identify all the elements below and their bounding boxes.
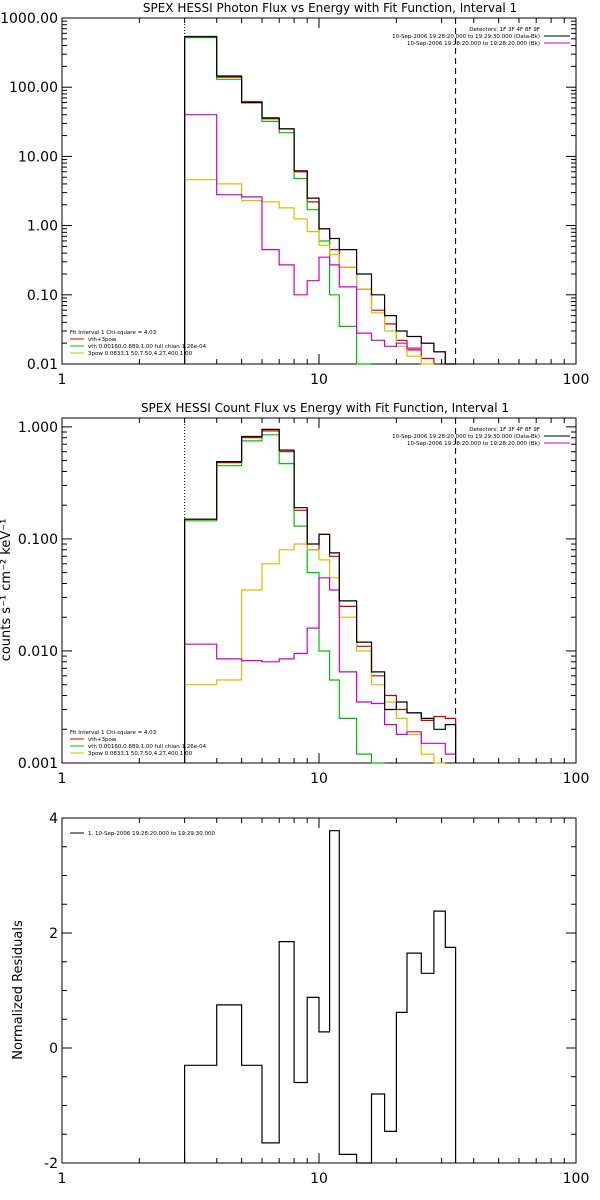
count-flux-y-ticks: 1.000 0.100 0.010 0.001: [18, 420, 576, 772]
count-flux-y-tick-label: 0.100: [18, 532, 58, 548]
count-flux-bk-interval-text: 10-Sep-2006 19:28:20.000 to 19:28:20.000…: [407, 441, 540, 447]
count-flux-series-3: [184, 577, 457, 763]
residuals-x-ticks: 1 10 100: [58, 818, 590, 1187]
photon-flux-x-tick-label: 10: [310, 372, 328, 388]
count-flux-legend-vth: vth 0.00160,0.889,1.00 full chian 1.26e-…: [88, 744, 207, 750]
residuals-x-tick-label: 100: [563, 1171, 590, 1187]
photon-flux-detectors-text: Detectors: 1F 3F 4F 8F 9F: [469, 27, 540, 33]
photon-flux-legend: Fit Interval 1 Chi-square = 4.03 vth+3po…: [70, 330, 207, 357]
photon-flux-y-tick-label: 10.00: [18, 149, 58, 165]
residuals-panel: Normalized Residuals 1 10 100 4 2 0 -2 1. 10-…: [11, 811, 589, 1187]
count-flux-series: [184, 428, 457, 764]
photon-flux-series-4: [184, 35, 456, 365]
photon-flux-bk-interval-text: 10-Sep-2006 19:28:20.000 to 19:28:20.000…: [407, 41, 540, 47]
count-flux-x-tick-label: 10: [310, 771, 328, 787]
count-flux-fit-text: Fit Interval 1 Chi-square = 4.03: [70, 730, 157, 736]
count-flux-energy-markers: [184, 418, 457, 763]
photon-flux-y-tick-label: 0.01: [27, 357, 58, 373]
residuals-series: [184, 830, 457, 1164]
count-flux-y-tick-label: 0.010: [18, 644, 58, 660]
residuals-plot-frame: [61, 817, 577, 1164]
count-flux-panel: SPEX HESSI Count Flux vs Energy with Fit…: [0, 401, 589, 787]
photon-flux-y-tick-label: 0.10: [27, 288, 58, 304]
photon-flux-x-tick-label: 1: [58, 372, 67, 388]
count-flux-legend-total: vth+3pow: [88, 737, 117, 743]
residuals-y-tick-label: -2: [44, 1156, 58, 1172]
count-flux-x-tick-label: 1: [58, 771, 67, 787]
residuals-y-ticks: 4 2 0 -2: [44, 811, 576, 1172]
count-flux-legend-3pow: 3pow 0.0833,1.50,7.50,4.27,400,1.00: [88, 751, 193, 757]
count-flux-detectors-text: Detectors: 1F 3F 4F 8F 9F: [469, 427, 540, 433]
residuals-x-tick-label: 10: [310, 1171, 328, 1187]
count-flux-x-tick-label: 100: [563, 771, 590, 787]
photon-flux-y-tick-label: 100.00: [9, 80, 58, 96]
residuals-y-tick-label: 4: [49, 811, 58, 827]
count-flux-y-tick-label: 0.001: [18, 756, 58, 772]
photon-flux-x-ticks: 1 10 100: [58, 18, 590, 388]
photon-flux-series-0: [184, 36, 435, 364]
photon-flux-series-2: [184, 179, 434, 365]
count-flux-header: Detectors: 1F 3F 4F 8F 9F 10-Sep-2006 19…: [392, 427, 570, 447]
residuals-legend-text: 1. 10-Sep-2006 19:28:20.000 to 19:29:30.…: [88, 831, 215, 837]
photon-flux-legend-3pow: 3pow 0.0833,1.50,7.50,4.27,400,1.00: [88, 351, 193, 357]
photon-flux-series-1: [184, 37, 372, 365]
photon-flux-plot-frame: [61, 17, 577, 365]
photon-flux-data-interval-text: 10-Sep-2006 19:28:20.000 to 19:29:30.000…: [392, 34, 540, 40]
count-flux-legend: Fit Interval 1 Chi-square = 4.03 vth+3po…: [70, 730, 207, 757]
photon-flux-y-tick-label: 1000.00: [0, 11, 58, 27]
count-flux-y-label: counts s⁻¹ cm⁻² keV⁻¹: [0, 519, 14, 662]
photon-flux-y-tick-label: 1.00: [27, 219, 58, 235]
photon-flux-header: Detectors: 1F 3F 4F 8F 9F 10-Sep-2006 19…: [392, 27, 570, 47]
photon-flux-series-3: [184, 114, 456, 365]
photon-flux-y-ticks: 1000.00 100.00 10.00 1.00 0.10 0.01: [0, 11, 576, 373]
photon-flux-x-tick-label: 100: [563, 372, 590, 388]
photon-flux-title: SPEX HESSI Photon Flux vs Energy with Fi…: [143, 1, 517, 15]
photon-flux-panel: SPEX HESSI Photon Flux vs Energy with Fi…: [0, 1, 589, 388]
residuals-y-tick-label: 2: [49, 926, 58, 942]
count-flux-data-interval-text: 10-Sep-2006 19:28:20.000 to 19:29:30.000…: [392, 434, 540, 440]
count-flux-series-4: [184, 428, 457, 763]
photon-flux-legend-vth: vth 0.00160,0.889,1.00 full chian 1.26e-…: [88, 344, 207, 350]
count-flux-series-1: [184, 434, 385, 764]
residuals-y-tick-label: 0: [49, 1041, 58, 1057]
count-flux-series-2: [184, 543, 446, 764]
residuals-x-tick-label: 1: [58, 1171, 67, 1187]
residuals-series-0: [184, 830, 457, 1164]
residuals-y-label: Normalized Residuals: [11, 920, 26, 1060]
photon-flux-energy-markers: [184, 18, 457, 364]
photon-flux-series: [184, 35, 456, 365]
photon-flux-fit-text: Fit Interval 1 Chi-square = 4.03: [70, 330, 157, 336]
residuals-legend: 1. 10-Sep-2006 19:28:20.000 to 19:29:30.…: [70, 831, 215, 837]
photon-flux-legend-total: vth+3pow: [88, 337, 117, 343]
count-flux-y-tick-label: 1.000: [18, 420, 58, 436]
count-flux-title: SPEX HESSI Count Flux vs Energy with Fit…: [141, 401, 509, 415]
count-flux-x-ticks: 1 10 100: [58, 418, 590, 787]
